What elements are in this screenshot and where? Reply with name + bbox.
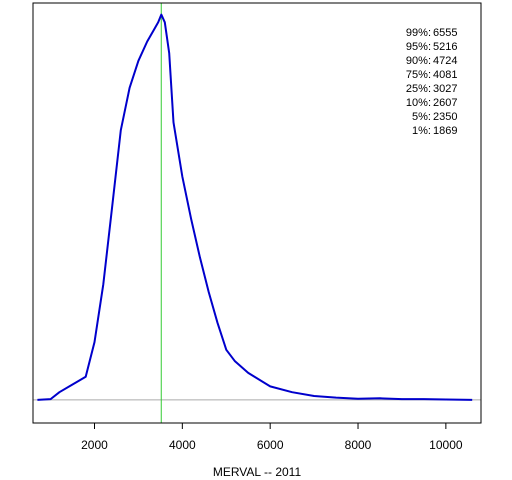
quantile-label: 90%: <box>406 55 431 67</box>
quantile-value: 3027 <box>433 83 457 95</box>
x-tick-label-8000: 8000 <box>345 438 372 452</box>
quantile-value: 4724 <box>433 55 457 67</box>
quantile-value: 4081 <box>433 69 457 81</box>
quantile-value: 2350 <box>433 111 457 123</box>
x-axis: 2000 4000 6000 8000 10000 <box>81 423 463 452</box>
quantile-label: 1%: <box>412 125 431 137</box>
x-tick-label-2000: 2000 <box>81 438 108 452</box>
quantile-value: 1869 <box>433 125 457 137</box>
quantile-label: 5%: <box>412 111 431 123</box>
quantile-label: 25%: <box>406 83 431 95</box>
plot-frame <box>32 2 482 424</box>
quantile-value: 5216 <box>433 41 457 53</box>
density-series-line <box>37 13 473 401</box>
quantile-value: 6555 <box>433 27 457 39</box>
quantile-label: 95%: <box>406 41 431 53</box>
quantile-label: 75%: <box>406 69 431 81</box>
x-tick-label-10000: 10000 <box>429 438 463 452</box>
quantile-label: 10%: <box>406 97 431 109</box>
quantile-value: 2607 <box>433 97 457 109</box>
x-tick-label-6000: 6000 <box>257 438 284 452</box>
x-axis-label: MERVAL -- 2011 <box>213 465 302 479</box>
x-tick-label-4000: 4000 <box>169 438 196 452</box>
quantile-label: 99%: <box>406 27 431 39</box>
